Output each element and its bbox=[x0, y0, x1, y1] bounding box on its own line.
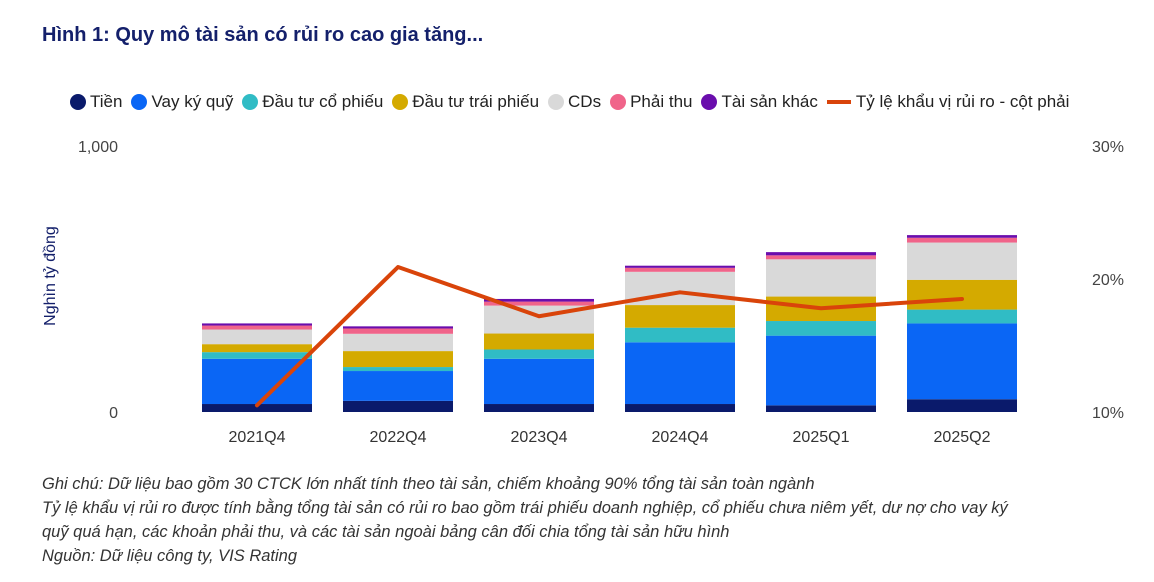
bar-segment-phai-thu bbox=[625, 267, 735, 272]
bar-segment-dau-tu-trai-phieu bbox=[484, 333, 594, 350]
legend-item-phai-thu: Phải thu bbox=[610, 92, 692, 112]
legend: Tiền Vay ký quỹ Đầu tư cổ phiếu Đầu tư trái… bbox=[70, 92, 1078, 112]
chart-title: Hình 1: Quy mô tài sản có rủi ro cao gia… bbox=[42, 24, 484, 46]
bar-segment-dau-tu-trai-phieu bbox=[907, 279, 1017, 310]
bar-segment-tien bbox=[907, 399, 1017, 412]
bar-segment-dau-tu-trai-phieu bbox=[202, 344, 312, 353]
y-tick-label: 0 bbox=[109, 405, 118, 422]
bar-segment-vay-ky-quy bbox=[202, 358, 312, 405]
legend-swatch bbox=[548, 94, 565, 110]
line-point bbox=[678, 290, 682, 294]
bar-segment-tien bbox=[343, 400, 453, 412]
bar-segment-dau-tu-co-phieu bbox=[766, 321, 876, 336]
note-line-3: quỹ quá hạn, các khoản phải thu, và các … bbox=[42, 523, 730, 541]
legend-label: Phải thu bbox=[630, 92, 693, 111]
line-point bbox=[819, 306, 823, 310]
source-line: Nguồn: Dữ liệu công ty, VIS Rating bbox=[42, 547, 298, 565]
bar-segment-vay-ky-quy bbox=[484, 358, 594, 405]
legend-label: Đầu tư cổ phiếu bbox=[262, 92, 384, 111]
legend-item-ty-le-khau-vi-rui-ro-cot-phai: Tỷ lệ khẩu vị rủi ro - cột phải bbox=[826, 92, 1070, 112]
bar-segment-tien bbox=[202, 404, 312, 412]
legend-swatch bbox=[610, 94, 627, 110]
bar-segment-vay-ky-quy bbox=[907, 323, 1017, 400]
bar-segment-dau-tu-co-phieu bbox=[625, 327, 735, 343]
bar-segment-vay-ky-quy bbox=[343, 371, 453, 401]
x-tick-label: 2021Q4 bbox=[229, 429, 286, 446]
x-tick-label: 2024Q4 bbox=[652, 429, 709, 446]
bar-segment-phai-thu bbox=[202, 325, 312, 330]
legend-swatch bbox=[826, 100, 851, 104]
line-series-ty-le-khau-vi-rui-ro-cot-phai bbox=[255, 265, 964, 408]
bar-segment-vay-ky-quy bbox=[625, 342, 735, 405]
bar-segment-dau-tu-co-phieu bbox=[907, 309, 1017, 324]
legend-swatch bbox=[70, 94, 86, 110]
bar-segment-phai-thu bbox=[343, 328, 453, 334]
bar-segment-dau-tu-co-phieu bbox=[484, 349, 594, 359]
legend-label: Tỷ lệ khẩu vị rủi ro - cột phải bbox=[855, 92, 1070, 111]
legend-swatch bbox=[131, 94, 148, 110]
bar-segment-dau-tu-co-phieu bbox=[343, 367, 453, 372]
bar-segment-vay-ky-quy bbox=[766, 335, 876, 406]
y2-tick-label: 30% bbox=[1092, 139, 1124, 156]
bar-segment-tien bbox=[484, 404, 594, 412]
y-axis-label: Nghìn tỷ đồng bbox=[42, 226, 59, 326]
bar-segment-cds bbox=[202, 329, 312, 345]
legend-item-tai-san-khac: Tài sản khác bbox=[701, 92, 818, 112]
line-point bbox=[396, 265, 400, 269]
legend-item-dau-tu-co-phieu: Đầu tư cổ phiếu bbox=[242, 92, 383, 112]
chart-notes: Ghi chú: Dữ liệu bao gồm 30 CTCK lớn nhấ… bbox=[42, 472, 1132, 568]
bar-segment-tien bbox=[625, 404, 735, 412]
legend-swatch bbox=[242, 94, 259, 110]
y2-tick-label: 20% bbox=[1092, 272, 1124, 289]
bar-segment-dau-tu-trai-phieu bbox=[343, 351, 453, 368]
legend-swatch bbox=[392, 94, 409, 110]
bar-segment-tai-san-khac bbox=[202, 323, 312, 326]
legend-label: CDs bbox=[568, 92, 602, 111]
x-tick-label: 2023Q4 bbox=[511, 429, 568, 446]
x-tick-label: 2022Q4 bbox=[370, 429, 427, 446]
y-tick-label: 1,000 bbox=[78, 139, 118, 156]
legend-swatch bbox=[701, 94, 718, 110]
bar-segment-tien bbox=[766, 405, 876, 412]
legend-item-vay-ky-quy: Vay ký quỹ bbox=[131, 92, 233, 112]
legend-label: Vay ký quỹ bbox=[151, 92, 234, 111]
note-line-1: Ghi chú: Dữ liệu bao gồm 30 CTCK lớn nhấ… bbox=[42, 475, 815, 493]
x-tick-label: 2025Q1 bbox=[793, 429, 850, 446]
bar-segment-dau-tu-co-phieu bbox=[202, 352, 312, 359]
note-line-2: Tỷ lệ khẩu vị rủi ro được tính bằng tổng… bbox=[42, 499, 1008, 517]
bar-segment-tai-san-khac bbox=[625, 265, 735, 268]
y2-tick-label: 10% bbox=[1092, 405, 1124, 422]
line-point bbox=[960, 297, 964, 301]
line-point bbox=[255, 403, 259, 407]
bar-segment-phai-thu bbox=[484, 301, 594, 306]
bar-segment-phai-thu bbox=[907, 237, 1017, 243]
bar-segment-phai-thu bbox=[766, 255, 876, 260]
legend-item-dau-tu-trai-phieu: Đầu tư trái phiếu bbox=[392, 92, 539, 112]
legend-label: Tài sản khác bbox=[721, 92, 818, 111]
chart-area: 0 1,000 10% 20% 30% Nghìn tỷ đồng 2021Q4 2022Q4… bbox=[42, 139, 1124, 446]
bar-segment-tai-san-khac bbox=[484, 298, 594, 302]
bar-segment-dau-tu-trai-phieu bbox=[625, 305, 735, 328]
legend-label: Tiền bbox=[90, 92, 123, 111]
legend-item-cds: CDs bbox=[548, 92, 601, 112]
legend-label: Đầu tư trái phiếu bbox=[412, 92, 540, 111]
bar-segment-cds bbox=[343, 333, 453, 352]
bar-segment-tai-san-khac bbox=[766, 252, 876, 256]
bar-segment-cds bbox=[907, 242, 1017, 280]
x-tick-label: 2025Q2 bbox=[934, 429, 991, 446]
bar-segment-tai-san-khac bbox=[343, 326, 453, 329]
bar-segment-cds bbox=[766, 259, 876, 297]
line-point bbox=[537, 314, 541, 318]
bar-segment-tai-san-khac bbox=[907, 235, 1017, 238]
legend-item-tien: Tiền bbox=[70, 92, 122, 112]
